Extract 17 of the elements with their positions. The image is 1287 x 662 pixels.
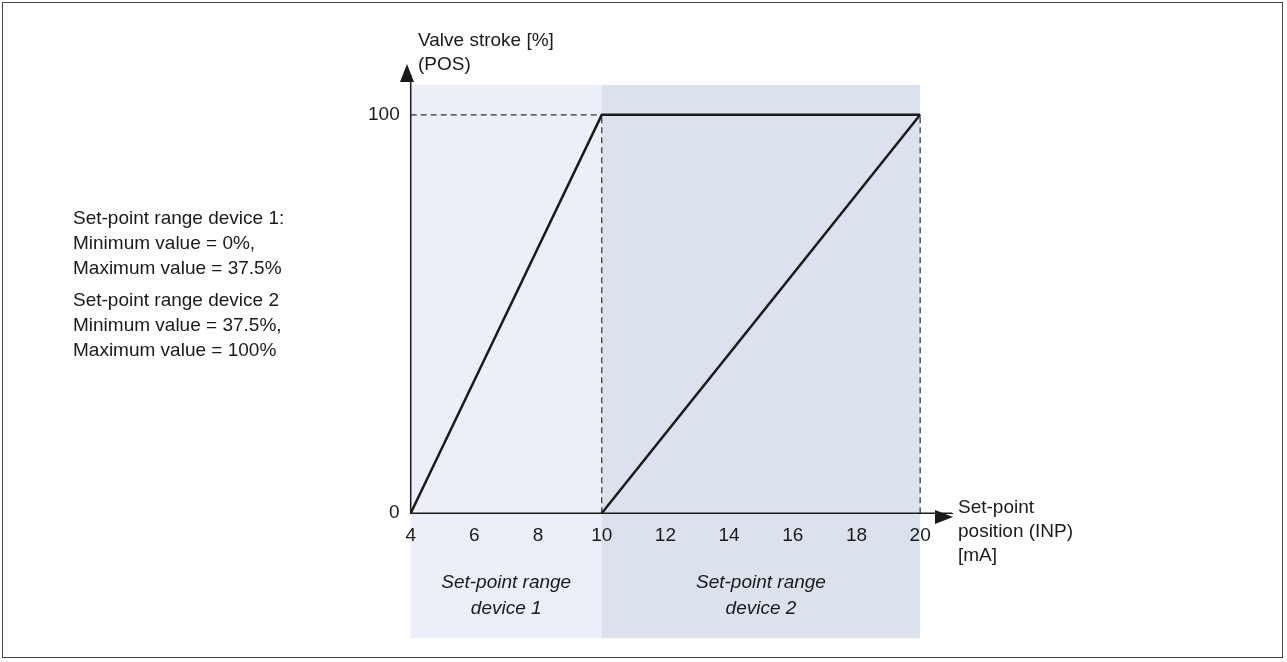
x-tick-label: 4 [405, 523, 417, 545]
text: Set-point range device 2 Minimum value = 37.5%, Maximum value = 100% [73, 288, 282, 362]
band-label: Set-point range device 1 [441, 571, 572, 619]
x-tick-label: 18 [845, 523, 868, 545]
x-axis-title: Set-point position (INP) [mA] [958, 495, 1074, 567]
x-tick-label: 6 [469, 523, 480, 545]
x-tick-label: 14 [718, 523, 741, 545]
x-tick-label: 8 [532, 523, 544, 545]
text: Set-point range device 1: Minimum value = 0%, Maximum value = 37.5% [73, 206, 285, 280]
y-tick-label: 0 [389, 501, 400, 523]
x-tick-label: 12 [654, 523, 676, 545]
band-label: Set-point range device 2 [695, 571, 826, 619]
y-axis-title: Valve stroke [%] (POS) [418, 28, 554, 76]
y-tick-label: 100 [368, 103, 400, 125]
x-tick-label: 16 [782, 523, 804, 545]
x-tick-label: 20 [909, 523, 931, 545]
x-tick-label: 10 [591, 523, 613, 545]
